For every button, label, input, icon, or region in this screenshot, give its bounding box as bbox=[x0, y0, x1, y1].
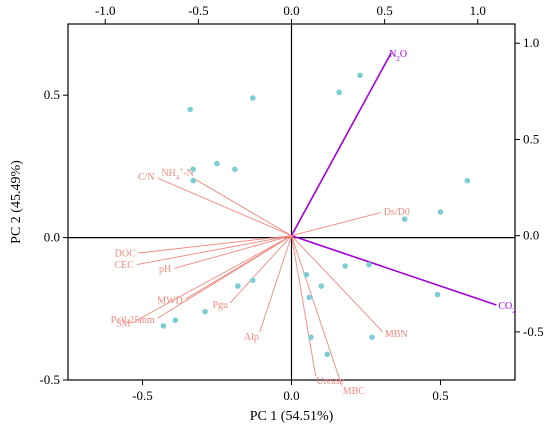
score-point bbox=[249, 95, 256, 101]
loading-label: Pgu bbox=[212, 300, 228, 311]
loading-label: pH bbox=[159, 264, 171, 275]
right-tick-label: -0.5 bbox=[523, 324, 544, 339]
loading-vector bbox=[291, 235, 384, 333]
score-point bbox=[202, 308, 208, 315]
top-tick-label: -1.0 bbox=[95, 3, 116, 18]
score-point bbox=[249, 277, 256, 284]
loading-label: N2O bbox=[389, 49, 407, 63]
loading-label: MWD bbox=[157, 296, 183, 307]
score-point bbox=[369, 334, 375, 341]
loading-vector bbox=[136, 235, 292, 265]
loading-vector bbox=[259, 235, 292, 333]
score-point bbox=[303, 271, 310, 278]
loading-vector bbox=[132, 235, 292, 323]
score-point bbox=[434, 291, 441, 298]
score-point bbox=[160, 323, 167, 329]
loading-vector bbox=[291, 212, 382, 237]
left-tick-label: 0.0 bbox=[44, 230, 60, 245]
loading-label: Ds/D0 bbox=[384, 207, 410, 218]
top-tick-label: -0.5 bbox=[188, 3, 209, 18]
score-point bbox=[464, 177, 471, 184]
axis-ticks: -0.5 0.0 0.5 -0.5 0.0 0.5 -1.0 -0.5 0.0 0.5 1.0 -0.… bbox=[39, 3, 543, 403]
right-tick-label: 1.0 bbox=[523, 35, 539, 50]
right-tick-label: 0.0 bbox=[523, 228, 539, 243]
loading-vector bbox=[192, 177, 292, 237]
score-point bbox=[306, 294, 313, 301]
loading-label: CEC bbox=[115, 260, 135, 271]
loading-label: MBN bbox=[385, 329, 408, 340]
score-point bbox=[190, 166, 196, 173]
loading-vector bbox=[229, 235, 292, 304]
loading-label: DOC bbox=[115, 248, 136, 259]
y-axis-title: PC 2 (45.49%) bbox=[9, 160, 24, 244]
score-point bbox=[324, 351, 331, 358]
loading-vector bbox=[138, 235, 292, 254]
left-tick-label: 0.5 bbox=[44, 87, 60, 102]
score-point bbox=[187, 106, 193, 113]
score-point bbox=[437, 209, 444, 215]
top-tick-label: 0.0 bbox=[283, 3, 299, 18]
loading-vector bbox=[291, 235, 317, 377]
loading-vector bbox=[157, 235, 292, 319]
left-tick-label: -0.5 bbox=[39, 372, 60, 387]
score-point bbox=[235, 283, 241, 289]
bottom-tick-label: -0.5 bbox=[132, 388, 153, 403]
score-point bbox=[190, 177, 196, 184]
score-point bbox=[336, 89, 342, 96]
loading-label: P<0.25mm bbox=[111, 315, 155, 326]
top-tick-label: 0.5 bbox=[377, 3, 393, 18]
loading-vector bbox=[290, 52, 392, 237]
score-point bbox=[318, 283, 325, 289]
top-tick-label: 1.0 bbox=[470, 3, 486, 18]
score-point bbox=[342, 263, 348, 269]
score-point bbox=[172, 317, 179, 323]
right-tick-label: 0.5 bbox=[523, 131, 539, 146]
loading-vector bbox=[174, 235, 292, 269]
loading-label: C/N bbox=[138, 172, 155, 183]
loading-vector bbox=[157, 177, 292, 237]
score-point bbox=[214, 160, 220, 167]
score-point bbox=[308, 334, 314, 341]
score-point bbox=[366, 261, 372, 268]
loading-label: SM bbox=[116, 319, 131, 330]
loading-vector bbox=[291, 235, 343, 386]
bottom-tick-label: 0.0 bbox=[283, 388, 299, 403]
score-point bbox=[232, 166, 238, 173]
loading-label: NH4+-N bbox=[161, 166, 193, 182]
plot-frame bbox=[67, 23, 516, 381]
loading-label: Alp bbox=[244, 332, 259, 343]
score-point bbox=[401, 216, 408, 222]
score-point bbox=[357, 72, 363, 79]
loading-label: Urease bbox=[316, 376, 344, 387]
loading-vector bbox=[291, 234, 497, 306]
score-points bbox=[160, 72, 471, 358]
x-axis-title: PC 1 (54.51%) bbox=[250, 409, 334, 424]
loading-label: MBC bbox=[343, 386, 366, 397]
bottom-tick-label: 0.5 bbox=[432, 388, 448, 403]
loading-label: CO2 bbox=[498, 301, 516, 315]
